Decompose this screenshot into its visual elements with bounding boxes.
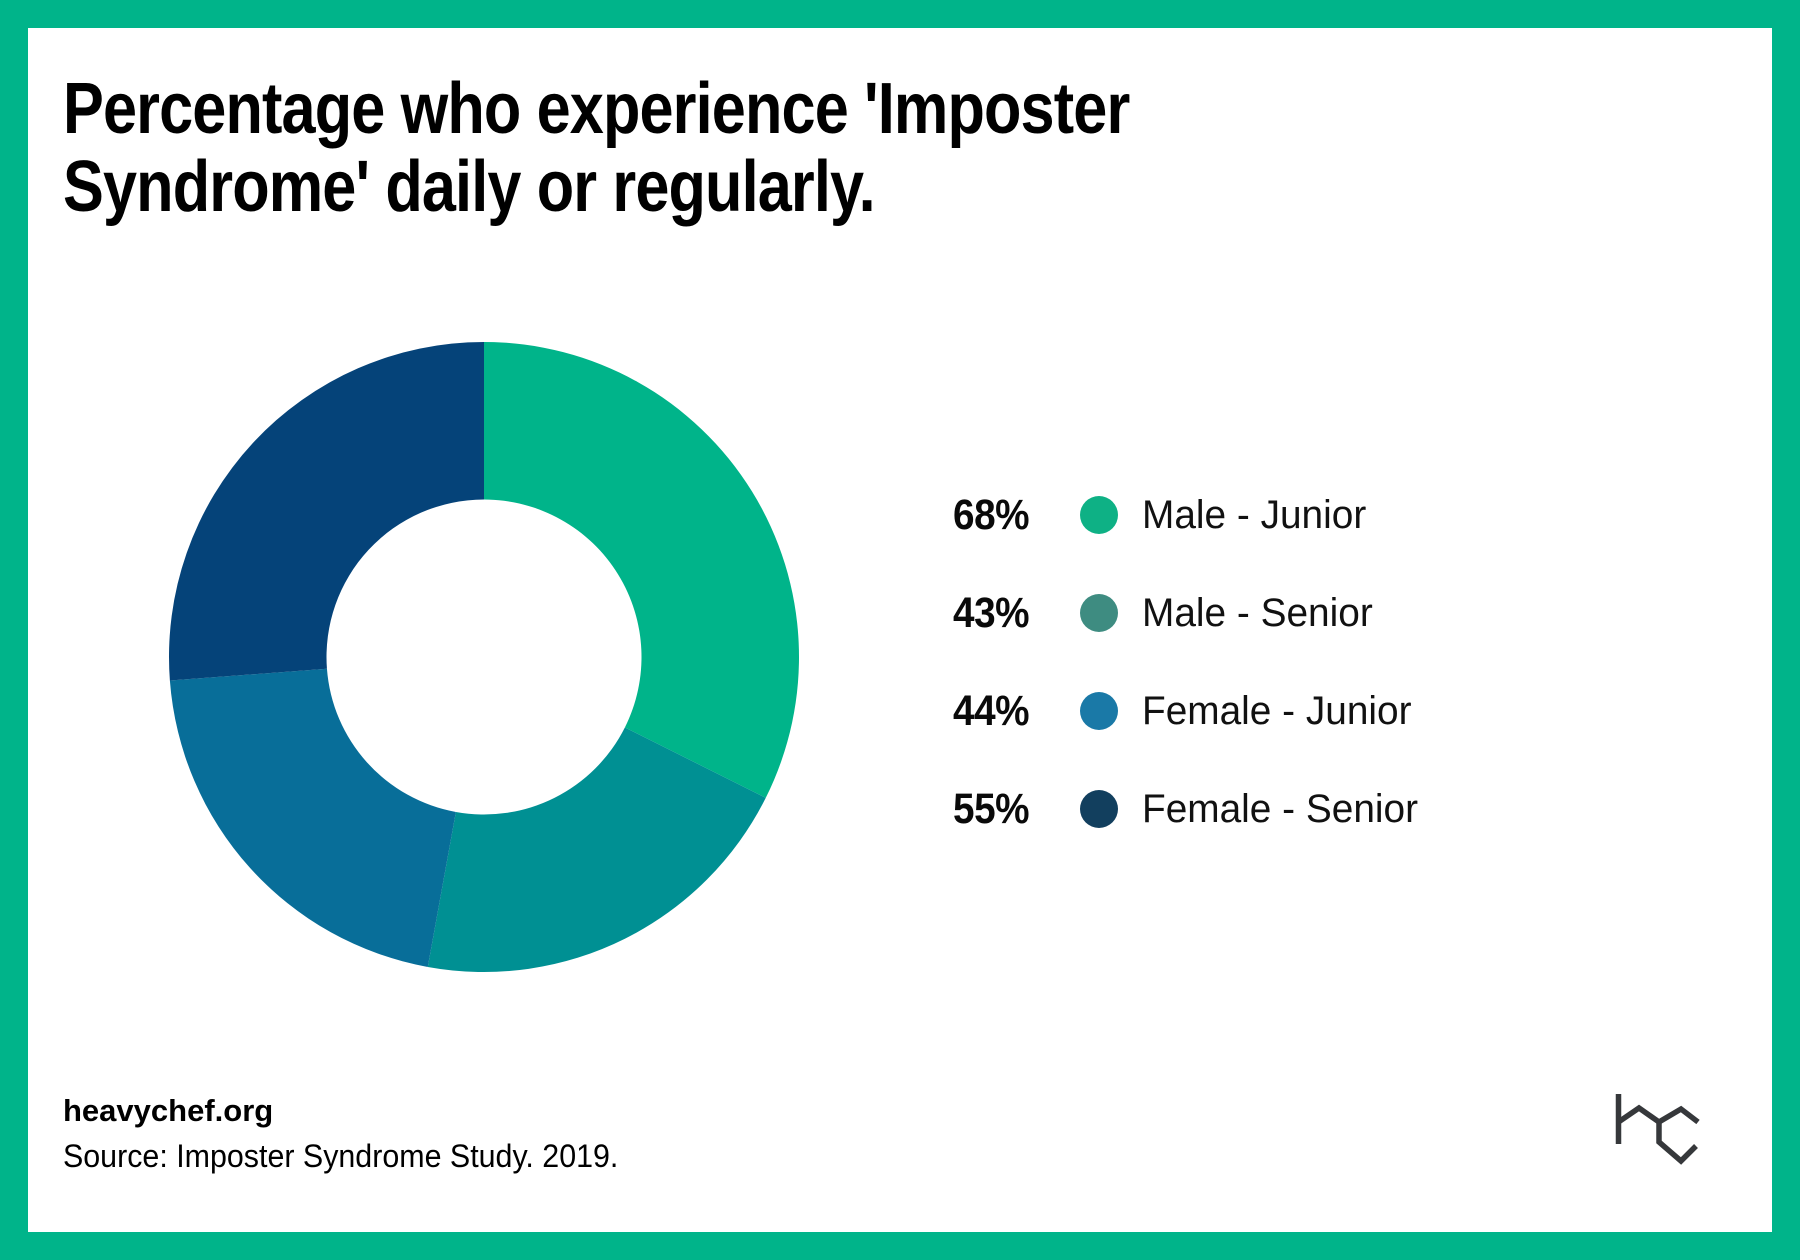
legend-value: 68%: [953, 490, 1030, 539]
legend-label: Male - Senior: [1142, 590, 1373, 635]
source-caption: Source: Imposter Syndrome Study. 2019.: [63, 1138, 619, 1174]
legend-label: Female - Junior: [1142, 688, 1412, 733]
heavy-chef-logo-icon: [1615, 1094, 1700, 1165]
legend-value: 55%: [953, 784, 1030, 833]
chart-title-line-1: Percentage who experience 'Imposter: [63, 69, 1130, 149]
legend-item-female-senior: 55% Female - Senior: [953, 784, 1427, 834]
chart-title: Percentage who experience 'Imposter Synd…: [63, 70, 1338, 226]
donut-slice-male-junior: [484, 342, 799, 798]
donut-slice-male-senior: [427, 727, 766, 972]
legend-label: Male - Junior: [1142, 492, 1367, 537]
donut-chart: [169, 342, 799, 972]
donut-slice-female-junior: [169, 668, 456, 967]
legend-item-male-senior: 43% Male - Senior: [953, 588, 1427, 638]
legend-item-male-junior: 68% Male - Junior: [953, 490, 1427, 540]
chart-title-line-2: Syndrome' daily or regularly.: [63, 147, 876, 227]
legend-value: 43%: [953, 588, 1030, 637]
website-text: heavychef.org: [63, 1093, 274, 1128]
legend-dot-icon: [1080, 594, 1118, 632]
legend-value: 44%: [953, 686, 1030, 735]
legend-dot-icon: [1080, 790, 1118, 828]
donut-slice-female-senior: [169, 342, 484, 681]
legend-item-female-junior: 44% Female - Junior: [953, 686, 1427, 736]
legend: 68% Male - Junior 43% Male - Senior 44% Femal…: [953, 490, 1427, 882]
legend-dot-icon: [1080, 496, 1118, 534]
legend-label: Female - Senior: [1142, 786, 1419, 831]
legend-dot-icon: [1080, 692, 1118, 730]
